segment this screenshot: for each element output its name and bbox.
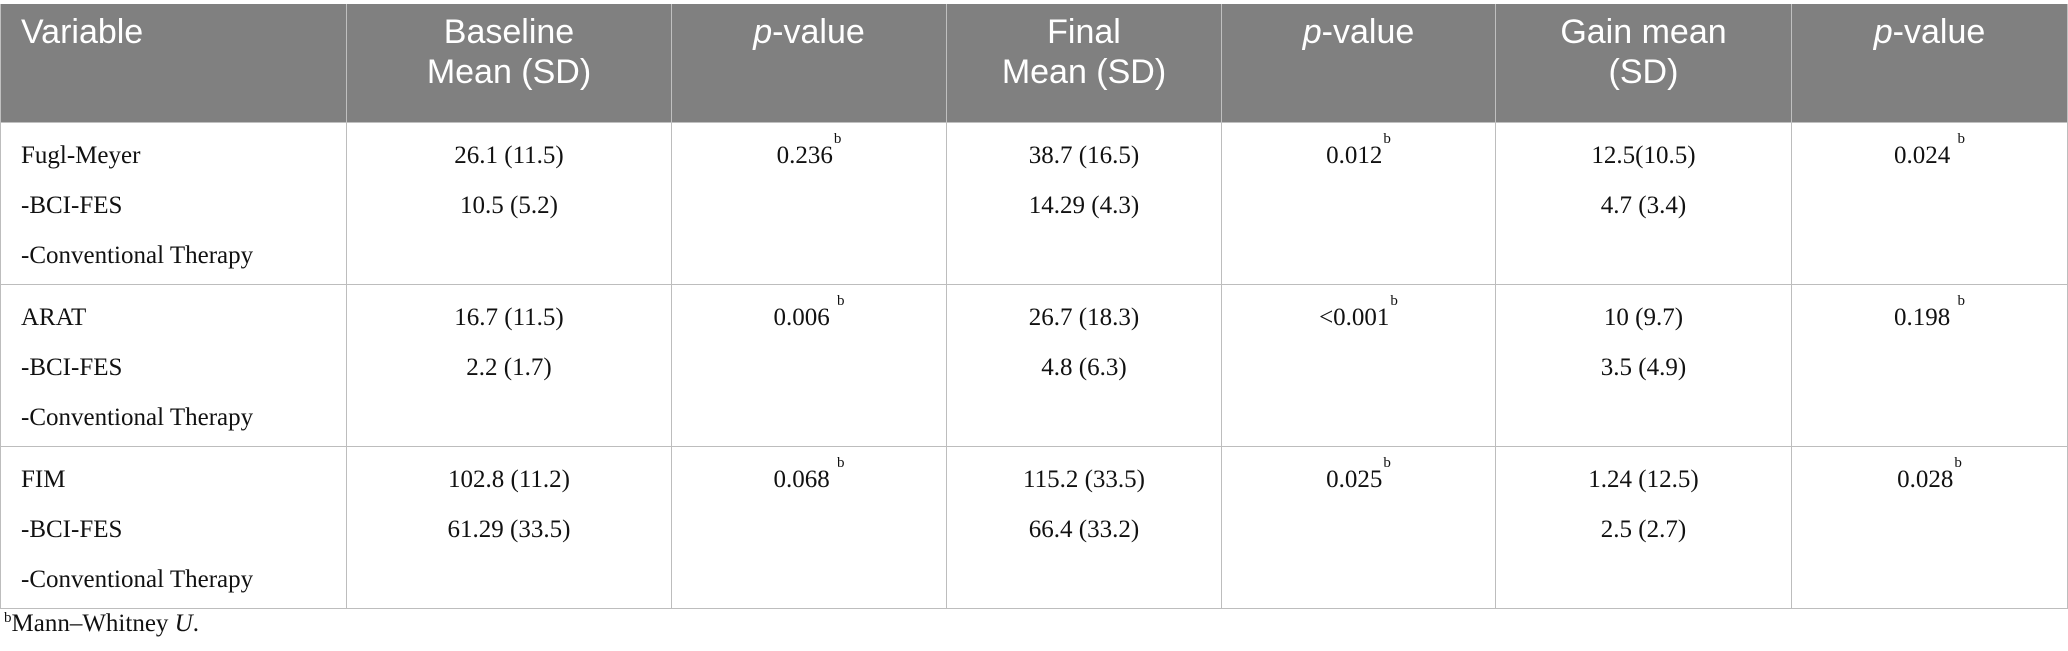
baseline-value: 10.5 (5.2) <box>460 192 558 219</box>
header-gain: Gain mean (SD) <box>1495 4 1792 123</box>
variable-cell: ARAT -BCI-FES -Conventional Therapy <box>0 284 347 447</box>
p-gain-cell: 0.024 b <box>1791 122 2068 285</box>
variable-group: -BCI-FES <box>21 516 123 543</box>
p-gain-cell: 0.028b <box>1791 446 2068 609</box>
final-value: 14.29 (4.3) <box>1028 192 1140 219</box>
final-value: 115.2 (33.5) <box>1023 466 1145 493</box>
variable-name: FIM <box>21 466 66 493</box>
header-final-line2: Mean (SD) <box>1001 53 1167 91</box>
gain-value: 4.7 (3.4) <box>1600 192 1687 219</box>
p-suffix: -value <box>772 13 865 51</box>
p-value: 0.068 <box>773 466 836 493</box>
p-letter: p <box>1302 13 1322 51</box>
final-cell: 38.7 (16.5) 14.29 (4.3) <box>946 122 1222 285</box>
variable-group: -BCI-FES <box>21 354 123 381</box>
variable-group: -Conventional Therapy <box>21 242 254 269</box>
gain-cell: 1.24 (12.5) 2.5 (2.7) <box>1495 446 1792 609</box>
p-letter: p <box>1873 13 1893 51</box>
gain-value: 1.24 (12.5) <box>1588 466 1699 493</box>
baseline-value: 26.1 (11.5) <box>454 142 564 169</box>
superscript-b: b <box>1390 293 1398 309</box>
p-final-cell: 0.012b <box>1221 122 1496 285</box>
variable-group: -Conventional Therapy <box>21 566 254 593</box>
footnote-marker: b <box>4 610 12 626</box>
header-baseline-line2: Mean (SD) <box>426 53 592 91</box>
gain-value: 3.5 (4.9) <box>1600 354 1687 381</box>
footnote-italic: U <box>174 610 193 637</box>
p-suffix: -value <box>1321 13 1415 51</box>
gain-value: 12.5(10.5) <box>1591 142 1696 169</box>
header-p-gain: p-value <box>1791 4 2068 123</box>
header-variable: Variable <box>0 4 347 123</box>
superscript-b: b <box>1383 131 1391 147</box>
baseline-cell: 26.1 (11.5) 10.5 (5.2) <box>346 122 672 285</box>
superscript-b: b <box>1957 293 1966 309</box>
gain-cell: 12.5(10.5) 4.7 (3.4) <box>1495 122 1792 285</box>
footnote-text: Mann–Whitney <box>11 610 175 637</box>
header-p-final: p-value <box>1221 4 1496 123</box>
p-value: 0.025 <box>1326 466 1383 493</box>
header-p-baseline: p-value <box>671 4 947 123</box>
superscript-b: b <box>837 455 845 471</box>
p-final-cell: 0.025b <box>1221 446 1496 609</box>
variable-cell: FIM -BCI-FES -Conventional Therapy <box>0 446 347 609</box>
p-value: 0.024 <box>1894 142 1957 169</box>
footnote-end: . <box>192 610 199 637</box>
header-row: Variable Baseline Mean (SD) p-value Final… <box>0 4 2068 123</box>
baseline-value: 102.8 (11.2) <box>448 466 570 493</box>
final-value: 26.7 (18.3) <box>1028 304 1140 331</box>
superscript-b: b <box>837 293 845 309</box>
p-gain-cell: 0.198 b <box>1791 284 2068 447</box>
p-value: <0.001 <box>1319 304 1390 331</box>
superscript-b: b <box>1954 455 1962 471</box>
table-header: Variable Baseline Mean (SD) p-value Final… <box>0 4 2068 123</box>
baseline-cell: 16.7 (11.5) 2.2 (1.7) <box>346 284 672 447</box>
final-value: 4.8 (6.3) <box>1041 354 1127 381</box>
p-letter: p <box>753 13 773 51</box>
header-baseline-line1: Baseline <box>443 13 575 51</box>
header-final-line1: Final <box>1047 13 1121 51</box>
baseline-value: 61.29 (33.5) <box>447 516 571 543</box>
variable-group: -Conventional Therapy <box>21 404 254 431</box>
header-baseline: Baseline Mean (SD) <box>346 4 672 123</box>
p-value: 0.028 <box>1897 466 1954 493</box>
p-baseline-cell: 0.006 b <box>671 284 947 447</box>
header-gain-line1: Gain mean <box>1560 13 1727 51</box>
header-gain-line2: (SD) <box>1608 53 1679 91</box>
final-value: 66.4 (33.2) <box>1028 516 1140 543</box>
superscript-b: b <box>1957 131 1966 147</box>
variable-name: ARAT <box>21 304 87 331</box>
p-value: 0.198 <box>1894 304 1957 331</box>
table-footnote: bMann–Whitney U. <box>3 610 199 638</box>
results-table: Variable Baseline Mean (SD) p-value Final… <box>0 4 2068 609</box>
p-baseline-cell: 0.068 b <box>671 446 947 609</box>
header-final: Final Mean (SD) <box>946 4 1222 123</box>
baseline-value: 2.2 (1.7) <box>466 354 552 381</box>
p-value: 0.012 <box>1326 142 1383 169</box>
superscript-b: b <box>1383 455 1391 471</box>
gain-value: 10 (9.7) <box>1603 304 1684 331</box>
final-cell: 115.2 (33.5) 66.4 (33.2) <box>946 446 1222 609</box>
p-final-cell: <0.001b <box>1221 284 1496 447</box>
table-row: Fugl-Meyer -BCI-FES -Conventional Therap… <box>0 122 2068 285</box>
baseline-cell: 102.8 (11.2) 61.29 (33.5) <box>346 446 672 609</box>
variable-cell: Fugl-Meyer -BCI-FES -Conventional Therap… <box>0 122 347 285</box>
variable-name: Fugl-Meyer <box>21 142 141 169</box>
p-suffix: -value <box>1892 13 1986 51</box>
p-value: 0.006 <box>773 304 836 331</box>
p-value: 0.236 <box>776 142 833 169</box>
superscript-b: b <box>833 131 842 147</box>
final-cell: 26.7 (18.3) 4.8 (6.3) <box>946 284 1222 447</box>
table-row: FIM -BCI-FES -Conventional Therapy 102.8… <box>0 446 2068 609</box>
p-baseline-cell: 0.236b <box>671 122 947 285</box>
gain-value: 2.5 (2.7) <box>1600 516 1687 543</box>
final-value: 38.7 (16.5) <box>1028 142 1140 169</box>
baseline-value: 16.7 (11.5) <box>454 304 564 331</box>
variable-group: -BCI-FES <box>21 192 123 219</box>
table-row: ARAT -BCI-FES -Conventional Therapy 16.7… <box>0 284 2068 447</box>
gain-cell: 10 (9.7) 3.5 (4.9) <box>1495 284 1792 447</box>
